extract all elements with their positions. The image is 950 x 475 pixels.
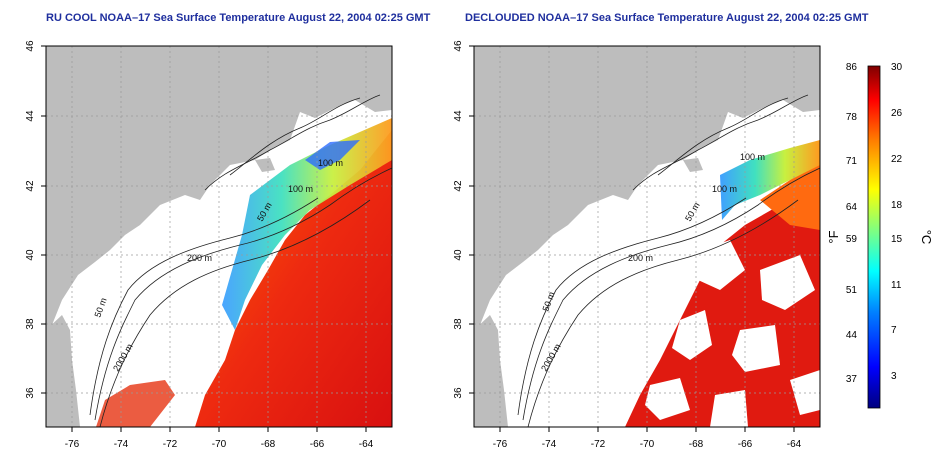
fahrenheit-tick-label: 78: [846, 112, 858, 123]
x-tick-label: -72: [163, 439, 178, 450]
x-tick-label: -68: [689, 439, 704, 450]
axis-ticks: [41, 45, 367, 432]
contour-label: 100 m: [318, 158, 343, 168]
celsius-tick-label: 7: [891, 325, 897, 336]
colorbar-celsius-ticks: 30 26 22 18 15 11 7 3: [891, 62, 903, 382]
y-tick-label: 44: [25, 110, 36, 122]
map-title-right: DECLOUDED NOAA–17 Sea Surface Temperatur…: [465, 12, 869, 24]
bathymetry-contours: [517, 94, 820, 427]
fahrenheit-tick-label: 64: [846, 202, 858, 213]
land-northeast: [46, 46, 392, 340]
y-tick-label: 40: [25, 249, 36, 261]
contour-label: 100 m: [740, 152, 765, 162]
y-tick-label: 44: [453, 110, 464, 122]
y-tick-label: 36: [25, 387, 36, 399]
colorbar-fahrenheit-ticks: 86 78 71 64 59 51 44 37: [846, 62, 858, 385]
sst-coastal-warm: [96, 380, 175, 427]
x-tick-label: -74: [114, 439, 129, 450]
land-cape-cod: [683, 158, 703, 172]
sst-warm-water: [195, 130, 392, 427]
celsius-tick-label: 18: [891, 200, 903, 211]
sst-front-band: [720, 140, 820, 220]
land-cape-cod: [255, 158, 275, 172]
colorbar-gradient: [867, 65, 881, 409]
y-tick-label: 38: [453, 318, 464, 330]
x-tick-label: -64: [787, 439, 802, 450]
celsius-tick-label: 26: [891, 108, 903, 119]
fahrenheit-tick-label: 44: [846, 330, 858, 341]
x-tick-label: -68: [261, 439, 276, 450]
x-tick-labels: -76 -74 -72 -70 -68 -66 -64: [493, 439, 802, 450]
celsius-tick-label: 3: [891, 371, 897, 382]
x-tick-label: -76: [65, 439, 80, 450]
fahrenheit-tick-label: 71: [846, 156, 858, 167]
x-tick-label: -66: [310, 439, 325, 450]
x-tick-label: -74: [542, 439, 557, 450]
land-northeast: [474, 46, 820, 340]
celsius-tick-label: 22: [891, 154, 903, 165]
fahrenheit-tick-label: 51: [846, 285, 858, 296]
y-tick-labels: 46 44 42 40 38 36: [453, 40, 464, 399]
land-lower-coast: [46, 315, 80, 427]
celsius-tick-label: 30: [891, 62, 903, 73]
x-tick-labels: -76 -74 -72 -70 -68 -66 -64: [65, 439, 374, 450]
land-lower-coast: [474, 315, 508, 427]
colorbar: 86 78 71 64 59 51 44 37 30 26 22 18 15 1…: [826, 62, 934, 409]
celsius-tick-label: 15: [891, 234, 903, 245]
y-tick-label: 40: [453, 249, 464, 261]
fahrenheit-tick-label: 86: [846, 62, 858, 73]
cloud-gaps: [645, 240, 820, 427]
map-panel-right: 100 m 100 m 50 m 200 m 50 m 2000 m -76 -…: [453, 40, 821, 450]
y-tick-label: 36: [453, 387, 464, 399]
sst-warm-offshore: [760, 160, 820, 230]
x-tick-label: -70: [212, 439, 227, 450]
axis-ticks: [469, 45, 795, 432]
y-tick-labels: 46 44 42 40 38 36: [25, 40, 36, 399]
contour-label: 200 m: [628, 253, 653, 263]
colorbar-unit-celsius: °C: [919, 230, 934, 245]
contour-label: 200 m: [187, 253, 212, 263]
y-tick-label: 46: [453, 40, 464, 52]
fahrenheit-tick-label: 59: [846, 234, 858, 245]
x-tick-label: -66: [738, 439, 753, 450]
x-tick-label: -76: [493, 439, 508, 450]
colorbar-unit-fahrenheit: °F: [826, 230, 841, 243]
map-title-left: RU COOL NOAA–17 Sea Surface Temperature …: [46, 12, 431, 24]
x-tick-label: -70: [640, 439, 655, 450]
y-tick-label: 42: [453, 180, 464, 192]
contour-label: 100 m: [288, 184, 313, 194]
fahrenheit-tick-label: 37: [846, 374, 858, 385]
x-tick-label: -72: [591, 439, 606, 450]
bathymetry-contours: [89, 94, 392, 427]
sst-front-band: [222, 118, 392, 330]
contour-label: 100 m: [712, 184, 737, 194]
map-panel-left: 100 m 100 m 50 m 200 m 50 m 2000 m -76 -…: [25, 40, 393, 450]
sst-cool-patches: [305, 140, 360, 170]
x-tick-label: -64: [359, 439, 374, 450]
y-tick-label: 42: [25, 180, 36, 192]
y-tick-label: 38: [25, 318, 36, 330]
celsius-tick-label: 11: [891, 280, 902, 291]
y-tick-label: 46: [25, 40, 36, 52]
